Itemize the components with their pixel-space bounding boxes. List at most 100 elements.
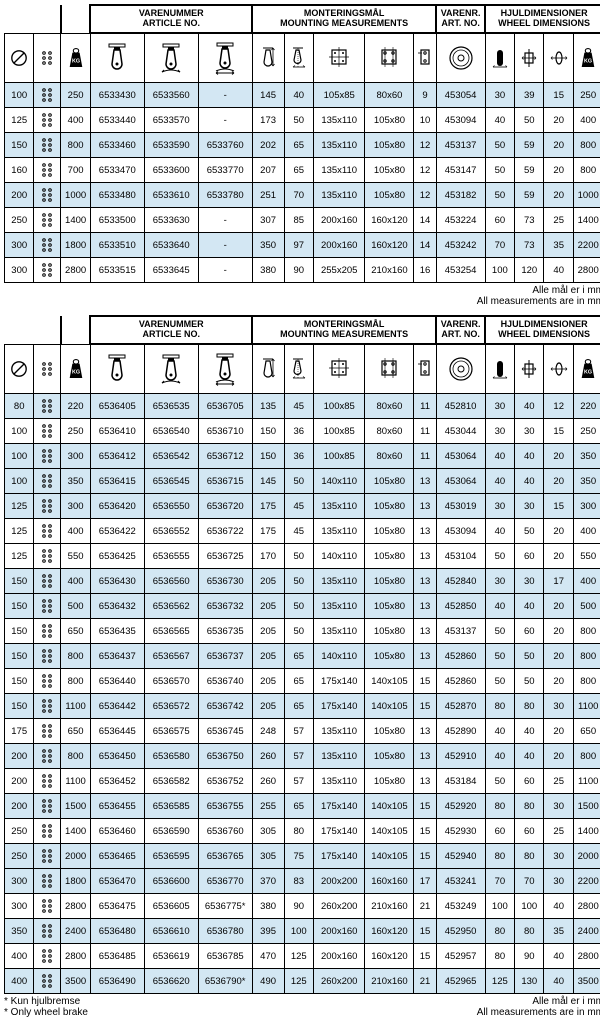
cell: 6536440 [90,669,144,694]
cell: 2400 [61,919,90,944]
cell: 6536450 [90,744,144,769]
cell: 40 [515,394,544,419]
cell-pattern [34,669,61,694]
table-row: 15080065364406536570653674020565175x1401… [5,669,600,694]
cell: 135x110 [313,519,364,544]
cell: 170 [252,544,284,569]
cell: 135x110 [313,133,364,158]
cell: 6536542 [144,444,198,469]
col-icon-kg: KG [61,344,90,394]
cell: 135x110 [313,769,364,794]
cell: 453064 [436,469,485,494]
cell-pattern [34,108,61,133]
cell: 57 [284,719,313,744]
cell: 59 [515,183,544,208]
cell: 65 [284,669,313,694]
cell-pattern [34,644,61,669]
cell: 453054 [436,83,485,108]
cell: 452930 [436,819,485,844]
table-row: 10025065334306533560-14540105x8580x60945… [5,83,600,108]
footer-mm2: All measurements are in mm [477,296,600,307]
cell: 6536620 [144,969,198,994]
cell: 453224 [436,208,485,233]
cell: 20 [544,719,573,744]
table-row: 4003500653649065366206536790*490125260x2… [5,969,600,994]
col-icon-diam [5,344,34,394]
col-icon-wf [485,344,514,394]
cell: 40 [485,519,514,544]
cell: 6536595 [144,844,198,869]
hdr-wheel: HJULDIMENSIONERWHEEL DIMENSIONS [485,5,600,33]
cell: 200 [5,744,34,769]
cell: 60 [515,544,544,569]
cell: 40 [485,744,514,769]
cell: 40 [515,719,544,744]
cell: 6533645 [144,258,198,283]
table-row: 10035065364156536545653671514550140x1101… [5,469,600,494]
cell: 6533770 [198,158,252,183]
cell: 205 [252,594,284,619]
cell: 650 [573,719,600,744]
cell: 250 [61,419,90,444]
cell: 453044 [436,419,485,444]
cell: 60 [515,819,544,844]
cell: 45 [284,519,313,544]
cell: 6536722 [198,519,252,544]
cell: 20 [544,669,573,694]
cell: 15 [544,83,573,108]
cell: 20 [544,619,573,644]
cell: 30 [485,494,514,519]
cell: 400 [5,969,34,994]
cell: 6536425 [90,544,144,569]
cell: 50 [485,619,514,644]
cell: 20 [544,108,573,133]
cell: 100x85 [313,419,364,444]
cell-pattern [34,133,61,158]
cell: 60 [485,819,514,844]
cell: 6536582 [144,769,198,794]
cell: 6536720 [198,494,252,519]
cell: 6536735 [198,619,252,644]
cell: - [198,108,252,133]
cell: 105x85 [313,83,364,108]
cell: 400 [61,519,90,544]
cell-pattern [34,569,61,594]
cell: 205 [252,669,284,694]
cell: 453064 [436,444,485,469]
cell-pattern [34,83,61,108]
cell: 105x80 [365,544,414,569]
cell-pattern [34,619,61,644]
cell: 6536745 [198,719,252,744]
cell: 6533470 [90,158,144,183]
cell-pattern [34,719,61,744]
cell: 80x60 [365,444,414,469]
cell: 1400 [61,208,90,233]
col-icon-brake [198,344,252,394]
cell: 14 [414,208,436,233]
cell: 800 [573,619,600,644]
table-row: 200150065364556536585653675525565175x140… [5,794,600,819]
footnote-brake1: * Kun hjulbremse [4,996,80,1007]
cell: 50 [485,544,514,569]
cell: 260 [252,744,284,769]
cell: 1800 [61,233,90,258]
cell: 6536785 [198,944,252,969]
cell: 100 [5,419,34,444]
cell: 15 [414,669,436,694]
cell: 6536442 [90,694,144,719]
cell: 452940 [436,844,485,869]
cell: 65 [284,794,313,819]
cell-pattern [34,819,61,844]
cell: 200x160 [313,233,364,258]
cell: 251 [252,183,284,208]
cell-pattern [34,158,61,183]
cell: 175x140 [313,694,364,719]
svg-text:KG: KG [72,58,80,64]
cell: 35 [544,919,573,944]
cell: 6533760 [198,133,252,158]
svg-text:KG: KG [584,370,592,376]
cell: 205 [252,694,284,719]
cell: 6536565 [144,619,198,644]
cell: 6533560 [144,83,198,108]
cell: 40 [485,469,514,494]
